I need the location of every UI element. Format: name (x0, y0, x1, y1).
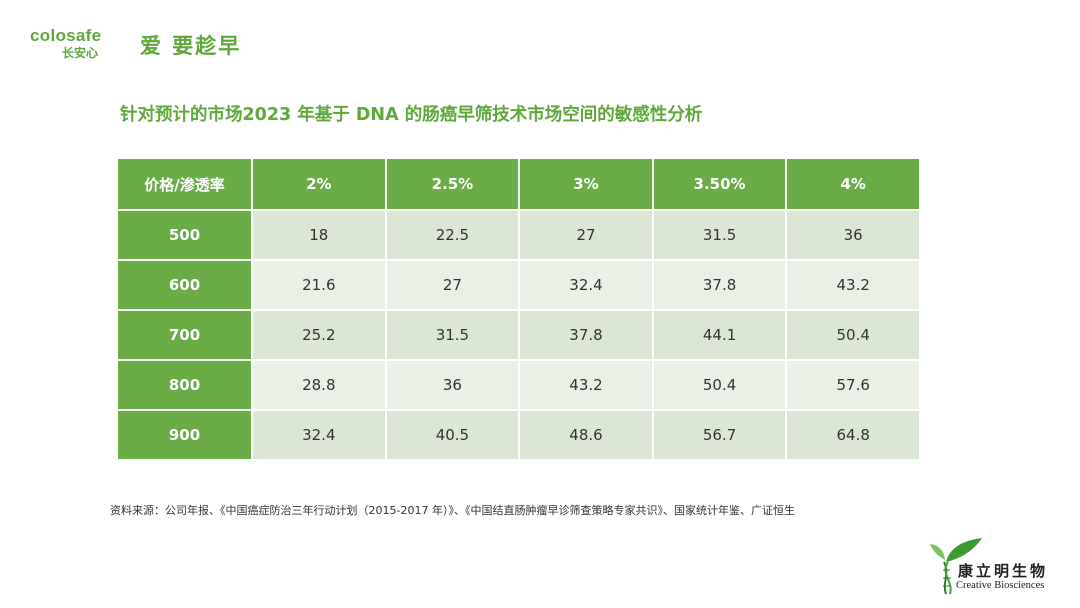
table-cell: 27 (384, 259, 521, 311)
sensitivity-table: 价格/渗透率 2% 2.5% 3% 3.50% 4% 500 18 22.5 2… (116, 157, 921, 461)
table-cell: 32.4 (251, 409, 387, 461)
table-cell: 43.2 (518, 359, 654, 411)
table-cell: 32.4 (518, 259, 654, 311)
table-cell: 36 (384, 359, 521, 411)
table-cell: 37.8 (651, 259, 788, 311)
table-cell: 18 (251, 209, 387, 261)
table-cell: 31.5 (384, 309, 521, 361)
table-cell: 22.5 (384, 209, 521, 261)
brand-name-cn: 康立明生物 (958, 562, 1049, 580)
table-cell: 27 (518, 209, 654, 261)
row-header: 800 (116, 359, 253, 411)
table-row: 800 28.8 36 43.2 50.4 57.6 (116, 359, 921, 411)
plant-dna-logo-icon (930, 538, 982, 595)
table-cell: 48.6 (518, 409, 654, 461)
brand-name-en: Creative Biosciences (956, 580, 1045, 591)
table-cell: 56.7 (651, 409, 788, 461)
table-cell: 43.2 (785, 259, 921, 311)
slogan: 爱 要趁早 (140, 34, 242, 58)
table-row: 700 25.2 31.5 37.8 44.1 50.4 (116, 309, 921, 361)
row-header: 700 (116, 309, 253, 361)
table-cell: 21.6 (251, 259, 387, 311)
column-header: 2.5% (384, 157, 521, 211)
source-note: 资料来源：公司年报、《中国癌症防治三年行动计划（2015-2017 年）》、《中… (110, 504, 795, 517)
column-header: 3.50% (651, 157, 788, 211)
table-cell: 28.8 (251, 359, 387, 411)
row-header: 500 (116, 209, 253, 261)
company-logo-text: colosafe (30, 26, 102, 45)
row-header: 600 (116, 259, 253, 311)
table-cell: 37.8 (518, 309, 654, 361)
table-cell: 44.1 (651, 309, 788, 361)
row-header: 900 (116, 409, 253, 461)
corner-header: 价格/渗透率 (116, 157, 253, 211)
column-header: 4% (785, 157, 921, 211)
table-row: 500 18 22.5 27 31.5 36 (116, 209, 921, 261)
company-logo-cn: 长安心 (62, 46, 99, 60)
table-row: 600 21.6 27 32.4 37.8 43.2 (116, 259, 921, 311)
table-cell: 64.8 (785, 409, 921, 461)
table-cell: 36 (785, 209, 921, 261)
table-header-row: 价格/渗透率 2% 2.5% 3% 3.50% 4% (116, 157, 921, 211)
table-cell: 40.5 (384, 409, 521, 461)
table-cell: 50.4 (785, 309, 921, 361)
page-title: 针对预计的市场2023 年基于 DNA 的肠癌早筛技术市场空间的敏感性分析 (120, 105, 703, 125)
table-row: 900 32.4 40.5 48.6 56.7 64.8 (116, 409, 921, 461)
table-cell: 31.5 (651, 209, 788, 261)
table-cell: 50.4 (651, 359, 788, 411)
column-header: 2% (251, 157, 387, 211)
table-cell: 25.2 (251, 309, 387, 361)
column-header: 3% (518, 157, 654, 211)
table-cell: 57.6 (785, 359, 921, 411)
